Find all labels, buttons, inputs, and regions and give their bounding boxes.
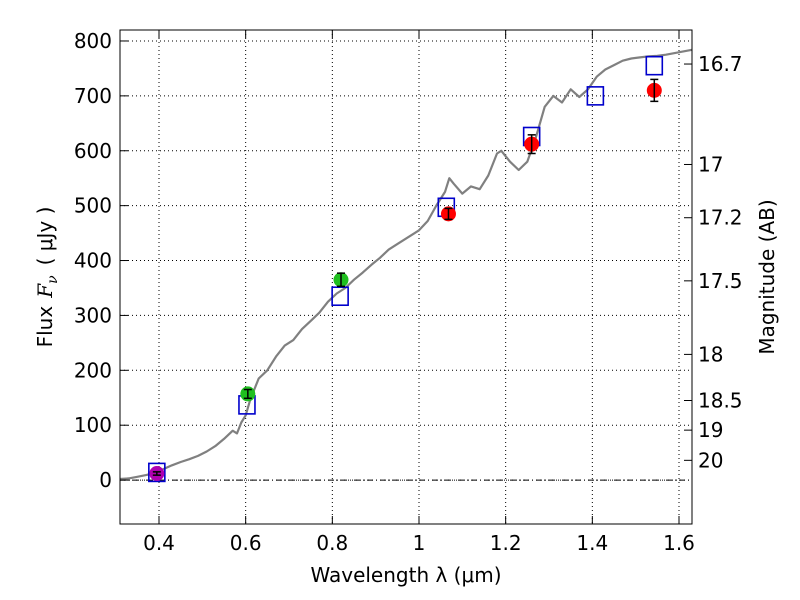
- y-axis-title-symbol: F: [33, 283, 57, 299]
- y2-tick-label: 17.5: [698, 269, 743, 293]
- y-tick-label: 700: [74, 84, 112, 108]
- y2-tick-label: 18.5: [698, 389, 743, 413]
- model-photometry-square: [331, 286, 349, 307]
- model-photometry-square: [148, 462, 166, 483]
- plot-frame: [119, 29, 693, 525]
- y-tick-label: 400: [74, 249, 112, 273]
- y-tick-label: 500: [74, 194, 112, 218]
- y2-tick-label: 17: [698, 152, 723, 176]
- y-tick-label: 200: [74, 358, 112, 382]
- x-tick-label: 0.8: [316, 531, 348, 555]
- model-photometry-square: [645, 55, 664, 76]
- grid: [120, 30, 692, 524]
- y2-tick-label: 20: [698, 448, 723, 472]
- y2-tick-label: 18: [698, 342, 723, 366]
- y-tick-label: 300: [74, 303, 112, 327]
- y2-axis-title: Magnitude (AB): [755, 199, 779, 354]
- model-photometry-square: [586, 86, 605, 106]
- y-axis-title-prefix: Flux: [33, 306, 57, 348]
- y2-tick-label: 16.7: [698, 52, 743, 76]
- y-axis-title-unit: ( μJy ): [33, 207, 57, 266]
- x-tick-label: 1: [413, 531, 426, 555]
- y-tick-label: 0: [99, 468, 112, 492]
- x-tick-label: 0.4: [143, 531, 175, 555]
- ticks: [120, 30, 692, 524]
- y2-tick-label: 17.2: [698, 206, 743, 230]
- y2-tick-label: 19: [698, 418, 723, 442]
- y-axis-title: Flux Fν ( μJy ): [33, 207, 61, 348]
- y-axis-title-subscript: ν: [45, 275, 61, 284]
- x-tick-label: 1.6: [663, 531, 695, 555]
- y-tick-label: 600: [74, 139, 112, 163]
- y-tick-label: 100: [74, 413, 112, 437]
- tick-labels: 0.4 0.6 0.8 1 1.2 1.4 1.6 0 100 200 300 400 500 600 70…: [74, 29, 743, 555]
- x-axis-title: Wavelength λ (μm): [310, 563, 501, 587]
- data-layer: [119, 48, 693, 483]
- x-tick-label: 1.2: [490, 531, 522, 555]
- x-tick-label: 0.6: [230, 531, 262, 555]
- x-tick-label: 1.4: [576, 531, 608, 555]
- y-tick-label: 800: [74, 29, 112, 53]
